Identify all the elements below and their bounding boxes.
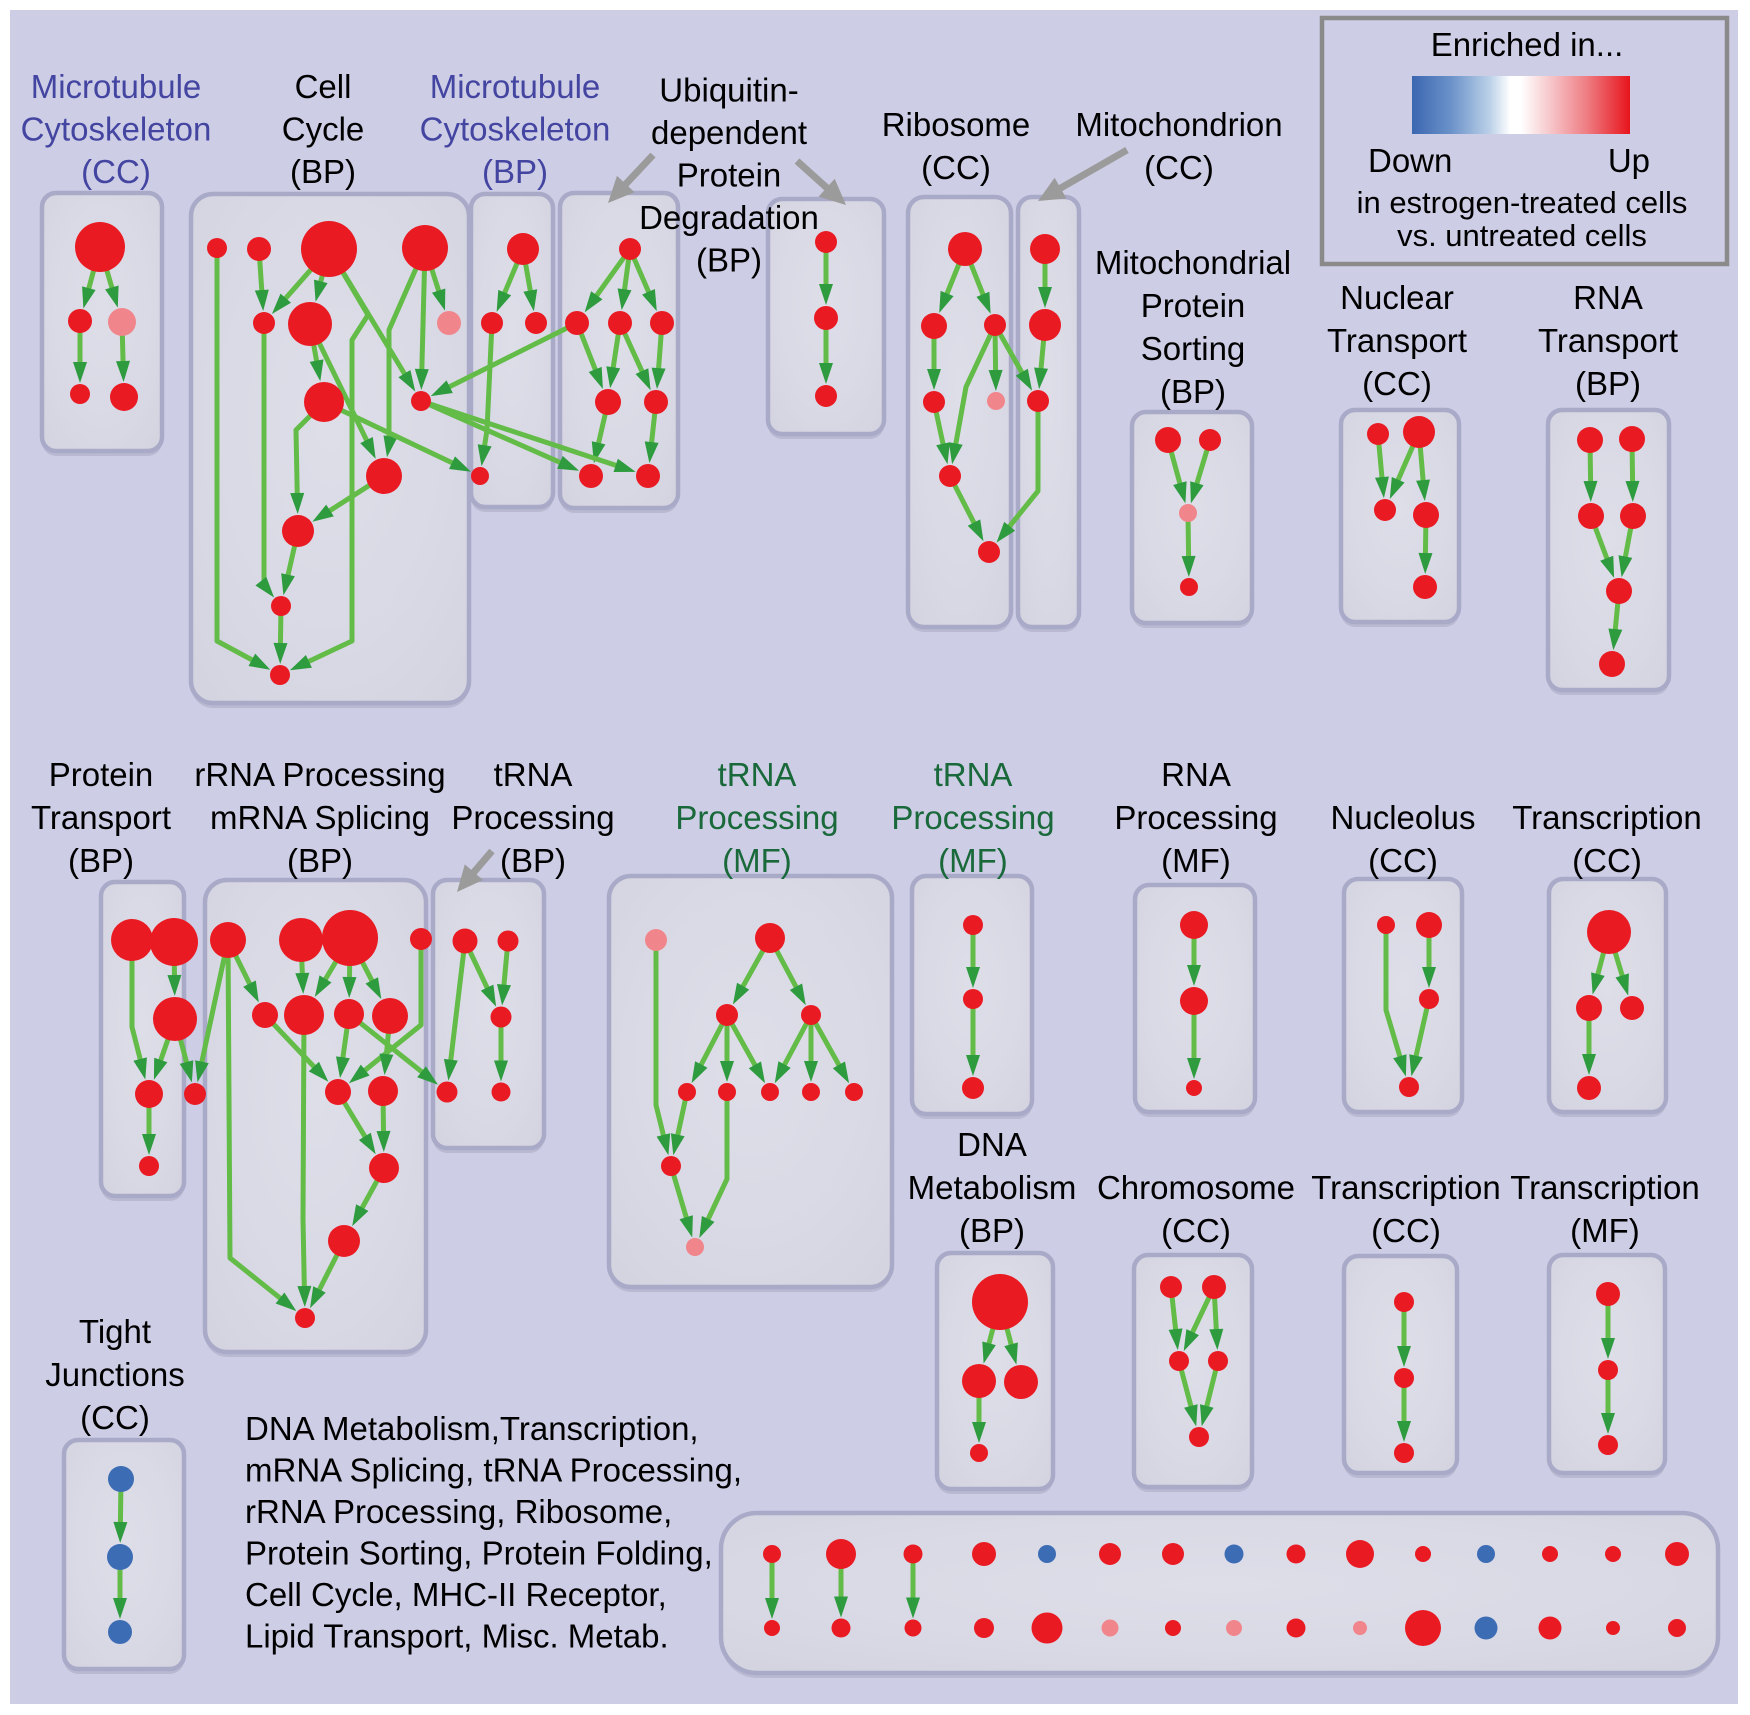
svg-text:Cell: Cell xyxy=(295,68,352,105)
svg-text:Protein: Protein xyxy=(1141,287,1246,324)
svg-text:rRNA Processing, Ribosome,: rRNA Processing, Ribosome, xyxy=(245,1493,672,1530)
svg-text:Up: Up xyxy=(1608,142,1650,179)
svg-text:vs. untreated cells: vs. untreated cells xyxy=(1397,218,1647,253)
svg-text:Processing: Processing xyxy=(675,799,838,836)
svg-text:Chromosome: Chromosome xyxy=(1097,1169,1295,1206)
svg-text:Mitochondrion: Mitochondrion xyxy=(1075,106,1282,143)
svg-text:(CC): (CC) xyxy=(1368,842,1438,879)
svg-text:mRNA Splicing: mRNA Splicing xyxy=(210,799,430,836)
svg-text:(BP): (BP) xyxy=(68,842,134,879)
svg-text:(MF): (MF) xyxy=(1161,842,1231,879)
svg-text:(MF): (MF) xyxy=(722,842,792,879)
svg-text:Processing: Processing xyxy=(1114,799,1277,836)
svg-text:Transport: Transport xyxy=(1327,322,1467,359)
svg-text:tRNA: tRNA xyxy=(494,756,573,793)
svg-text:Ribosome: Ribosome xyxy=(882,106,1031,143)
svg-text:Junctions: Junctions xyxy=(45,1356,184,1393)
svg-text:(MF): (MF) xyxy=(938,842,1008,879)
svg-text:Transport: Transport xyxy=(31,799,171,836)
svg-text:Protein: Protein xyxy=(677,157,782,194)
svg-text:Down: Down xyxy=(1368,142,1452,179)
svg-text:Degradation: Degradation xyxy=(639,199,819,236)
svg-text:DNA: DNA xyxy=(957,1126,1027,1163)
svg-text:(CC): (CC) xyxy=(1572,842,1642,879)
svg-text:(CC): (CC) xyxy=(1362,365,1432,402)
svg-text:Cell Cycle, MHC-II Receptor,: Cell Cycle, MHC-II Receptor, xyxy=(245,1576,667,1613)
svg-text:Ubiquitin-: Ubiquitin- xyxy=(659,72,798,109)
svg-text:Processing: Processing xyxy=(891,799,1054,836)
svg-text:(BP): (BP) xyxy=(482,153,548,190)
svg-text:Transcription: Transcription xyxy=(1311,1169,1501,1206)
svg-text:(BP): (BP) xyxy=(696,242,762,279)
svg-text:rRNA Processing: rRNA Processing xyxy=(194,756,445,793)
svg-text:tRNA: tRNA xyxy=(718,756,797,793)
svg-text:Cytoskeleton: Cytoskeleton xyxy=(420,111,611,148)
svg-text:Cytoskeleton: Cytoskeleton xyxy=(21,111,212,148)
svg-text:Transport: Transport xyxy=(1538,322,1678,359)
svg-text:Nuclear: Nuclear xyxy=(1340,279,1454,316)
svg-text:tRNA: tRNA xyxy=(934,756,1013,793)
svg-text:in estrogen-treated cells: in estrogen-treated cells xyxy=(1357,185,1688,220)
svg-text:(BP): (BP) xyxy=(287,842,353,879)
svg-text:RNA: RNA xyxy=(1573,279,1643,316)
svg-text:(CC): (CC) xyxy=(1144,149,1214,186)
svg-text:(BP): (BP) xyxy=(290,153,356,190)
svg-text:(CC): (CC) xyxy=(80,1399,150,1436)
svg-text:RNA: RNA xyxy=(1161,756,1231,793)
svg-text:Mitochondrial: Mitochondrial xyxy=(1095,244,1291,281)
svg-text:Sorting: Sorting xyxy=(1141,330,1246,367)
svg-text:Microtubule: Microtubule xyxy=(31,68,202,105)
svg-text:Nucleolus: Nucleolus xyxy=(1331,799,1476,836)
svg-text:(MF): (MF) xyxy=(1570,1212,1640,1249)
svg-text:Tight: Tight xyxy=(79,1313,151,1350)
svg-text:Lipid Transport, Misc. Metab.: Lipid Transport, Misc. Metab. xyxy=(245,1618,669,1655)
svg-text:Transcription: Transcription xyxy=(1512,799,1702,836)
svg-text:Cycle: Cycle xyxy=(282,111,365,148)
svg-text:(BP): (BP) xyxy=(959,1212,1025,1249)
svg-text:dependent: dependent xyxy=(651,114,807,151)
svg-text:(CC): (CC) xyxy=(1371,1212,1441,1249)
svg-text:DNA Metabolism,Transcription,: DNA Metabolism,Transcription, xyxy=(245,1410,699,1447)
svg-text:Enriched in...: Enriched in... xyxy=(1431,26,1624,63)
svg-text:Protein Sorting, Protein Foldi: Protein Sorting, Protein Folding, xyxy=(245,1535,713,1572)
svg-text:Transcription: Transcription xyxy=(1510,1169,1700,1206)
svg-text:Microtubule: Microtubule xyxy=(430,68,601,105)
svg-text:mRNA Splicing, tRNA Processing: mRNA Splicing, tRNA Processing, xyxy=(245,1452,742,1489)
svg-text:(BP): (BP) xyxy=(1575,365,1641,402)
svg-text:(CC): (CC) xyxy=(1161,1212,1231,1249)
svg-text:(BP): (BP) xyxy=(1160,373,1226,410)
svg-text:Processing: Processing xyxy=(451,799,614,836)
svg-text:(CC): (CC) xyxy=(81,153,151,190)
svg-text:(CC): (CC) xyxy=(921,149,991,186)
svg-text:Protein: Protein xyxy=(49,756,154,793)
svg-text:Metabolism: Metabolism xyxy=(908,1169,1077,1206)
svg-text:(BP): (BP) xyxy=(500,842,566,879)
